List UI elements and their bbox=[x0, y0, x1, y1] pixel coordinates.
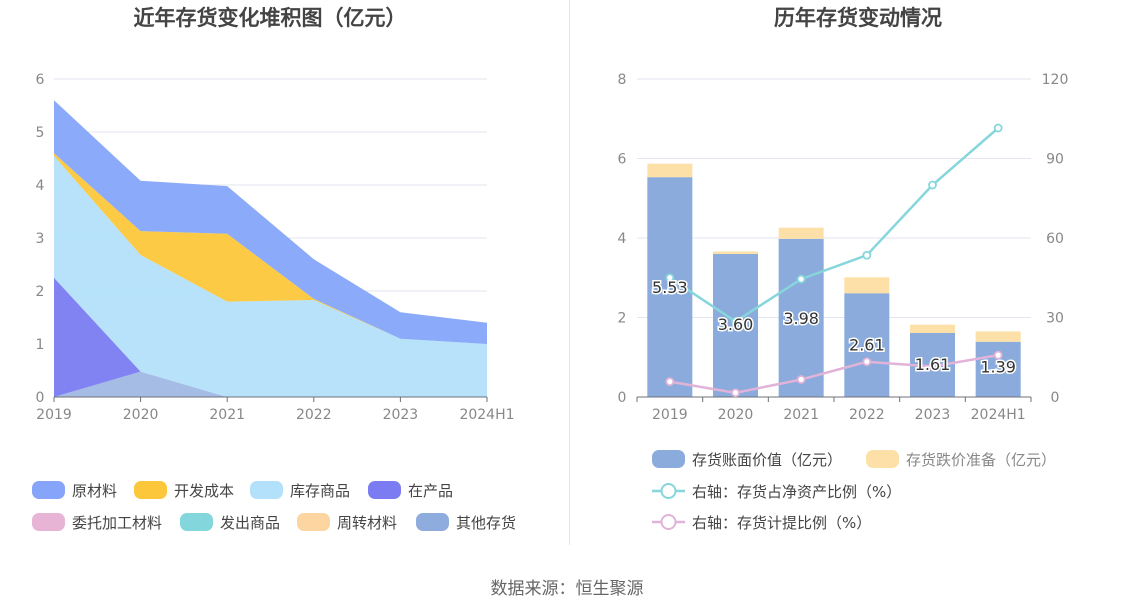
bar-value-label: 1.39 bbox=[980, 358, 1016, 377]
legend-swatch-marker bbox=[660, 483, 677, 499]
point-net-asset-ratio bbox=[796, 274, 806, 284]
legend-swatch bbox=[866, 450, 899, 468]
bar-impairment bbox=[713, 251, 758, 254]
legend-swatch bbox=[32, 481, 65, 499]
left-y-tick-label: 1 bbox=[36, 337, 45, 353]
right-y2-tick-label: 0 bbox=[1051, 390, 1060, 406]
bar-value-label: 3.98 bbox=[783, 309, 819, 328]
right-y-tick-label: 2 bbox=[618, 311, 627, 327]
right-x-tick-label: 2019 bbox=[652, 407, 688, 423]
point-provision-ratio bbox=[928, 362, 937, 371]
line-provision-ratio bbox=[669, 353, 999, 395]
right-x-tick-label: 2023 bbox=[915, 407, 951, 423]
legend-item-label: 原材料 bbox=[72, 482, 117, 500]
legend-item-label: 存货跌价准备（亿元） bbox=[906, 451, 1056, 469]
area-series bbox=[54, 100, 487, 344]
left-x-tick-label: 2022 bbox=[296, 407, 332, 423]
legend-item-label: 其他存货 bbox=[456, 514, 516, 532]
legend-item-label: 右轴：存货占净资产比例（%） bbox=[692, 483, 901, 501]
left-y-tick-label: 5 bbox=[36, 125, 45, 141]
area-series bbox=[54, 371, 487, 397]
right-y2-tick-label: 30 bbox=[1046, 311, 1064, 327]
point-provision-ratio bbox=[862, 357, 872, 367]
right-x-tick-label: 2022 bbox=[849, 407, 885, 423]
left-y-tick-label: 2 bbox=[36, 284, 45, 300]
left-x-tick-label: 2021 bbox=[209, 407, 245, 423]
bar-value-label: 5.53 bbox=[652, 278, 688, 297]
bar-impairment bbox=[910, 324, 955, 334]
bar-book-value bbox=[844, 293, 890, 397]
left-x-tick-label: 2020 bbox=[123, 407, 159, 423]
bar-book-value bbox=[778, 238, 824, 397]
legend-item-label: 在产品 bbox=[408, 482, 453, 500]
point-provision-ratio bbox=[665, 377, 675, 387]
legend-swatch bbox=[297, 513, 330, 531]
point-provision-ratio bbox=[993, 350, 1003, 360]
bar-impairment bbox=[844, 277, 890, 294]
line-net-asset-ratio bbox=[669, 127, 1000, 323]
point-provision-ratio bbox=[731, 388, 740, 398]
right-y-tick-label: 8 bbox=[618, 72, 627, 88]
left-x-tick-label: 2024H1 bbox=[459, 407, 514, 423]
legend-swatch bbox=[180, 513, 213, 531]
point-provision-ratio bbox=[796, 375, 806, 384]
legend-item-label: 库存商品 bbox=[290, 482, 350, 500]
right-chart-title: 历年存货变动情况 bbox=[774, 6, 942, 30]
point-net-asset-ratio bbox=[928, 180, 937, 190]
legend-swatch bbox=[250, 481, 283, 499]
area-series bbox=[54, 153, 487, 344]
right-y-tick-label: 0 bbox=[618, 390, 627, 406]
legend-item-label: 发出商品 bbox=[220, 514, 280, 532]
bar-impairment bbox=[975, 331, 1021, 342]
right-y2-tick-label: 60 bbox=[1046, 231, 1064, 247]
bar-impairment bbox=[778, 227, 824, 239]
bar-impairment bbox=[647, 163, 693, 178]
point-net-asset-ratio bbox=[862, 250, 872, 260]
legend-swatch bbox=[652, 450, 685, 468]
left-y-tick-label: 4 bbox=[36, 178, 45, 194]
legend-swatch bbox=[32, 513, 65, 531]
right-x-tick-label: 2021 bbox=[783, 407, 819, 423]
legend-swatch bbox=[368, 481, 401, 499]
left-x-tick-label: 2019 bbox=[36, 407, 72, 423]
bar-value-label: 1.61 bbox=[915, 355, 951, 374]
left-chart-title: 近年存货变化堆积图（亿元） bbox=[134, 6, 407, 30]
area-series bbox=[54, 155, 487, 397]
right-y-tick-label: 6 bbox=[618, 152, 627, 168]
panel-divider bbox=[569, 0, 570, 545]
left-y-tick-label: 3 bbox=[36, 231, 45, 247]
right-x-tick-label: 2020 bbox=[718, 407, 754, 423]
point-net-asset-ratio bbox=[731, 317, 740, 326]
left-x-tick-label: 2023 bbox=[383, 407, 419, 423]
left-y-tick-label: 0 bbox=[36, 390, 45, 406]
right-y-tick-label: 4 bbox=[618, 231, 627, 247]
legend-item-label: 开发成本 bbox=[174, 482, 234, 500]
bar-value-label: 3.60 bbox=[718, 315, 754, 334]
source-text: 数据来源：恒生聚源 bbox=[490, 579, 644, 599]
legend-item-label: 周转材料 bbox=[337, 514, 397, 532]
right-y2-tick-label: 90 bbox=[1046, 152, 1064, 168]
legend-item-label: 委托加工材料 bbox=[72, 514, 162, 532]
bar-value-label: 2.61 bbox=[849, 335, 885, 354]
right-x-tick-label: 2024H1 bbox=[971, 407, 1026, 423]
legend-swatch-marker bbox=[660, 514, 677, 530]
point-net-asset-ratio bbox=[993, 123, 1003, 133]
point-net-asset-ratio bbox=[665, 273, 675, 283]
legend-swatch bbox=[416, 513, 449, 531]
legend-item-label: 存货账面价值（亿元） bbox=[692, 451, 842, 469]
legend-swatch bbox=[134, 481, 167, 499]
left-y-tick-label: 6 bbox=[36, 72, 45, 88]
right-y2-tick-label: 120 bbox=[1042, 72, 1069, 88]
legend-item-label: 右轴：存货计提比例（%） bbox=[692, 514, 871, 532]
